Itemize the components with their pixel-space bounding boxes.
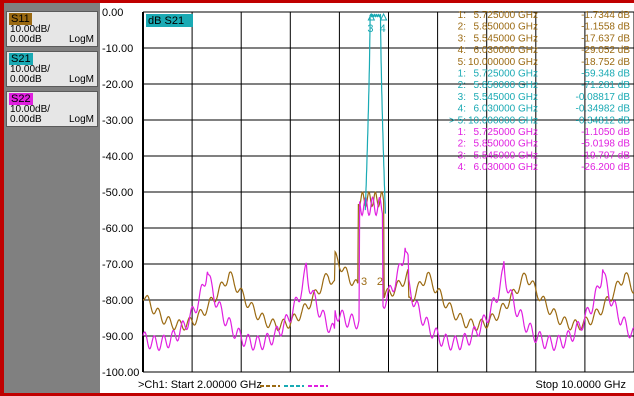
marker-value: -0.08817 dB xyxy=(576,92,631,103)
marker-value: -1.1558 dB xyxy=(581,22,630,33)
y-tick-label: 0.00 xyxy=(102,7,123,19)
stop-frequency: Stop 10.0000 GHz xyxy=(535,379,626,391)
marker-value: -5.0198 dB xyxy=(581,139,630,150)
marker-value: -71.281 dB xyxy=(581,80,630,91)
y-tick-label: -70.00 xyxy=(102,259,133,271)
plot-svg[interactable]: 0.00 -10.00 -20.00 -30.00 -40.00 -50.00 -60.00… xyxy=(100,3,634,393)
trace-lines xyxy=(142,13,634,352)
lower-marker-label: 2 xyxy=(377,276,383,288)
y-tick-label: -80.00 xyxy=(102,295,133,307)
marker-flag-triangle xyxy=(379,12,388,21)
plot-area[interactable]: 0.00 -10.00 -20.00 -30.00 -40.00 -50.00 -60.00… xyxy=(100,3,634,393)
marker-flag-label: 3 xyxy=(367,23,373,35)
marker-value: -0.34982 dB xyxy=(576,104,631,115)
marker-index: 5: xyxy=(458,57,466,68)
y-tick-label: -90.00 xyxy=(102,331,133,343)
trace-ref-s11: 0.00dB xyxy=(10,34,42,45)
marker-value: -1.1050 dB xyxy=(581,127,630,138)
marker-frequency: 5.850000 GHz xyxy=(474,80,539,91)
active-trace-badge xyxy=(146,14,193,27)
marker-index: 2: xyxy=(458,80,466,91)
marker-index: 1: xyxy=(458,10,466,21)
trace-format-s11: LogM xyxy=(68,34,94,45)
marker-value: -18.752 dB xyxy=(581,57,630,68)
marker-index: 3: xyxy=(458,92,466,103)
y-axis-labels: 0.00 -10.00 -20.00 -30.00 -40.00 -50.00 -60.00… xyxy=(102,7,139,379)
marker-index: 4: xyxy=(458,104,466,115)
marker-value: -19.797 dB xyxy=(581,150,630,161)
y-tick-label: -50.00 xyxy=(102,187,133,199)
marker-index: 4: xyxy=(458,45,466,56)
trace-box-s22[interactable]: S22 10.00dB/ 0.00dB LogM xyxy=(6,91,98,127)
marker-value: -26.200 dB xyxy=(581,162,630,173)
marker-frequency: 5.545000 GHz xyxy=(474,33,539,44)
trace-scale-s11: 10.00dB/ xyxy=(10,24,51,35)
lower-marker-label: 3 xyxy=(361,276,367,288)
trace-scale-s22: 10.00dB/ xyxy=(10,104,51,115)
y-tick-label: -40.00 xyxy=(102,151,133,163)
marker-frequency: 5.850000 GHz xyxy=(474,139,539,150)
marker-frequency: 10.000000 GHz xyxy=(468,57,538,68)
trace-s21 xyxy=(364,13,386,214)
marker-index: > 5: xyxy=(449,115,466,126)
marker-value: -29.052 dB xyxy=(581,45,630,56)
marker-value: -17.637 dB xyxy=(581,33,630,44)
marker-flags: 3 43 2 xyxy=(361,12,388,288)
marker-value: -59.348 dB xyxy=(581,69,630,80)
marker-index: 2: xyxy=(458,139,466,150)
marker-index: 2: xyxy=(458,22,466,33)
trace-scale-s21: 10.00dB/ xyxy=(10,64,51,75)
trace-format-s22: LogM xyxy=(68,114,94,125)
marker-frequency: 5.725000 GHz xyxy=(474,69,539,80)
y-tick-label: -60.00 xyxy=(102,223,133,235)
marker-frequency: 5.850000 GHz xyxy=(474,22,539,33)
marker-table: 1: 5.725000 GHz -1.7344 dB 2: 5.850000 GHz -1… xyxy=(449,10,630,173)
marker-frequency: 5.545000 GHz xyxy=(474,150,539,161)
marker-index: 1: xyxy=(458,69,466,80)
marker-frequency: 6.030000 GHz xyxy=(474,162,539,173)
marker-value: -1.7344 dB xyxy=(581,10,630,21)
trace-ref-s22: 0.00dB xyxy=(10,114,42,125)
marker-index: 4: xyxy=(458,162,466,173)
y-tick-label: -10.00 xyxy=(102,43,133,55)
trace-box-s11[interactable]: S11 10.00dB/ 0.00dB LogM xyxy=(6,11,98,47)
marker-frequency: 6.030000 GHz xyxy=(474,45,539,56)
marker-frequency: 10.000000 GHz xyxy=(468,115,538,126)
marker-index: 3: xyxy=(458,33,466,44)
trace-name-s22: S22 xyxy=(9,93,33,105)
footer-trace-legend xyxy=(260,385,328,387)
trace-name-s21: S21 xyxy=(9,53,33,65)
y-tick-label: -30.00 xyxy=(102,115,133,127)
grid-lines xyxy=(142,11,634,373)
trace-format-s21: LogM xyxy=(68,74,94,85)
active-trace-label: dB S21 xyxy=(148,15,184,27)
trace-s22 xyxy=(142,196,634,352)
marker-flag-label: 4 xyxy=(380,23,386,35)
marker-index: 3: xyxy=(458,150,466,161)
trace-panel: S11 10.00dB/ 0.00dB LogM S21 10.00dB/ 0.… xyxy=(4,3,100,393)
trace-name-s11: S11 xyxy=(9,13,32,25)
marker-frequency: 5.725000 GHz xyxy=(474,127,539,138)
trace-box-s21[interactable]: S21 10.00dB/ 0.00dB LogM xyxy=(6,51,98,87)
marker-value: -0.34812 dB xyxy=(576,115,631,126)
marker-frequency: 5.725000 GHz xyxy=(474,10,539,21)
trace-ref-s21: 0.00dB xyxy=(10,74,42,85)
marker-index: 1: xyxy=(458,127,466,138)
start-frequency: >Ch1: Start 2.00000 GHz xyxy=(138,379,262,391)
marker-frequency: 6.030000 GHz xyxy=(474,104,539,115)
marker-frequency: 5.545000 GHz xyxy=(474,92,539,103)
y-tick-label: -20.00 xyxy=(102,79,133,91)
y-tick-label: -100.00 xyxy=(102,367,139,379)
marker-flag-triangle xyxy=(367,12,376,21)
